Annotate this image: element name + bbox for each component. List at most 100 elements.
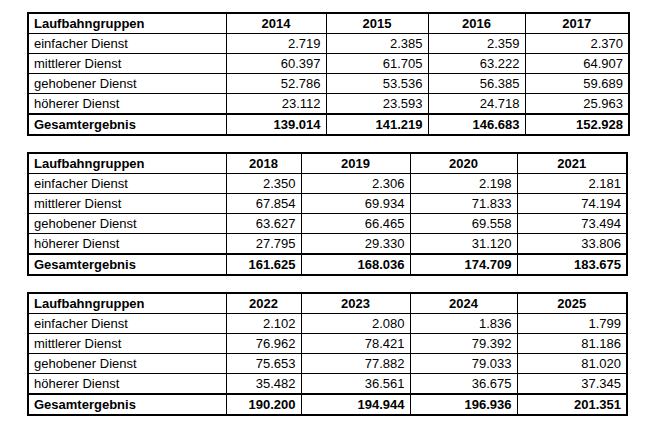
table-row: höherer Dienst 35.482 36.561 36.675 37.3… — [28, 374, 627, 395]
value-cell: 69.558 — [410, 214, 517, 234]
table-row: mittlerer Dienst 67.854 69.934 71.833 74… — [28, 194, 627, 214]
dienst-label-cell: mittlerer Dienst — [28, 54, 226, 74]
total-row: Gesamtergebnis 190.200 194.944 196.936 2… — [28, 394, 627, 415]
value-cell: 33.806 — [517, 234, 627, 255]
value-cell: 61.705 — [326, 54, 428, 74]
value-cell: 37.345 — [517, 374, 627, 395]
dienst-label-cell: einfacher Dienst — [28, 314, 226, 334]
total-row: Gesamtergebnis 139.014 141.219 146.683 1… — [28, 114, 629, 135]
value-cell: 27.795 — [226, 234, 301, 255]
laufbahngruppen-header-cell: Laufbahngruppen — [28, 293, 226, 314]
dienst-label-cell: gehobener Dienst — [28, 74, 226, 94]
dienst-label-cell: mittlerer Dienst — [28, 334, 226, 354]
year-header-cell: 2020 — [410, 153, 517, 174]
total-value-cell: 201.351 — [517, 394, 627, 415]
dienst-label-cell: einfacher Dienst — [28, 174, 226, 194]
table-row: mittlerer Dienst 76.962 78.421 79.392 81… — [28, 334, 627, 354]
value-cell: 1.799 — [517, 314, 627, 334]
year-header-cell: 2015 — [326, 13, 428, 34]
total-value-cell: 152.928 — [525, 114, 629, 135]
value-cell: 75.653 — [226, 354, 301, 374]
table-row: gehobener Dienst 75.653 77.882 79.033 81… — [28, 354, 627, 374]
dienst-label-cell: höherer Dienst — [28, 94, 226, 115]
value-cell: 2.359 — [428, 34, 525, 54]
dienst-label-cell: höherer Dienst — [28, 374, 226, 395]
value-cell: 73.494 — [517, 214, 627, 234]
gesamtergebnis-label-cell: Gesamtergebnis — [28, 394, 226, 415]
table-row: höherer Dienst 23.112 23.593 24.718 25.9… — [28, 94, 629, 115]
value-cell: 69.934 — [301, 194, 410, 214]
value-cell: 2.198 — [410, 174, 517, 194]
value-cell: 2.181 — [517, 174, 627, 194]
year-header-cell: 2024 — [410, 293, 517, 314]
value-cell: 36.675 — [410, 374, 517, 395]
value-cell: 53.536 — [326, 74, 428, 94]
total-value-cell: 168.036 — [301, 254, 410, 275]
value-cell: 31.120 — [410, 234, 517, 255]
year-header-cell: 2016 — [428, 13, 525, 34]
value-cell: 77.882 — [301, 354, 410, 374]
value-cell: 2.080 — [301, 314, 410, 334]
laufbahngruppen-table-2018-2021: Laufbahngruppen 2018 2019 2020 2021 einf… — [27, 152, 628, 276]
value-cell: 60.397 — [226, 54, 326, 74]
value-cell: 56.385 — [428, 74, 525, 94]
dienst-label-cell: gehobener Dienst — [28, 214, 226, 234]
total-row: Gesamtergebnis 161.625 168.036 174.709 1… — [28, 254, 627, 275]
value-cell: 2.350 — [226, 174, 301, 194]
gesamtergebnis-label-cell: Gesamtergebnis — [28, 254, 226, 275]
value-cell: 63.222 — [428, 54, 525, 74]
value-cell: 23.593 — [326, 94, 428, 115]
table-row: mittlerer Dienst 60.397 61.705 63.222 64… — [28, 54, 629, 74]
total-value-cell: 139.014 — [226, 114, 326, 135]
year-header-cell: 2017 — [525, 13, 629, 34]
value-cell: 29.330 — [301, 234, 410, 255]
total-value-cell: 146.683 — [428, 114, 525, 135]
document-page: Laufbahngruppen 2014 2015 2016 2017 einf… — [0, 0, 646, 416]
value-cell: 52.786 — [226, 74, 326, 94]
value-cell: 2.385 — [326, 34, 428, 54]
value-cell: 24.718 — [428, 94, 525, 115]
value-cell: 2.306 — [301, 174, 410, 194]
dienst-label-cell: einfacher Dienst — [28, 34, 226, 54]
laufbahngruppen-header-cell: Laufbahngruppen — [28, 13, 226, 34]
value-cell: 23.112 — [226, 94, 326, 115]
value-cell: 2.370 — [525, 34, 629, 54]
value-cell: 78.421 — [301, 334, 410, 354]
total-value-cell: 196.936 — [410, 394, 517, 415]
dienst-label-cell: gehobener Dienst — [28, 354, 226, 374]
laufbahngruppen-table-2022-2025: Laufbahngruppen 2022 2023 2024 2025 einf… — [27, 292, 628, 416]
dienst-label-cell: höherer Dienst — [28, 234, 226, 255]
table-row: höherer Dienst 27.795 29.330 31.120 33.8… — [28, 234, 627, 255]
table-row: einfacher Dienst 2.719 2.385 2.359 2.370 — [28, 34, 629, 54]
table-row: gehobener Dienst 63.627 66.465 69.558 73… — [28, 214, 627, 234]
total-value-cell: 183.675 — [517, 254, 627, 275]
table-row: einfacher Dienst 2.350 2.306 2.198 2.181 — [28, 174, 627, 194]
total-value-cell: 141.219 — [326, 114, 428, 135]
value-cell: 71.833 — [410, 194, 517, 214]
year-header-cell: 2021 — [517, 153, 627, 174]
value-cell: 2.719 — [226, 34, 326, 54]
value-cell: 25.963 — [525, 94, 629, 115]
value-cell: 76.962 — [226, 334, 301, 354]
value-cell: 81.020 — [517, 354, 627, 374]
dienst-label-cell: mittlerer Dienst — [28, 194, 226, 214]
year-header-cell: 2014 — [226, 13, 326, 34]
value-cell: 1.836 — [410, 314, 517, 334]
year-header-cell: 2019 — [301, 153, 410, 174]
value-cell: 59.689 — [525, 74, 629, 94]
year-header-cell: 2018 — [226, 153, 301, 174]
total-value-cell: 194.944 — [301, 394, 410, 415]
gesamtergebnis-label-cell: Gesamtergebnis — [28, 114, 226, 135]
value-cell: 64.907 — [525, 54, 629, 74]
year-header-cell: 2023 — [301, 293, 410, 314]
table-row: einfacher Dienst 2.102 2.080 1.836 1.799 — [28, 314, 627, 334]
laufbahngruppen-table-2014-2017: Laufbahngruppen 2014 2015 2016 2017 einf… — [27, 12, 630, 136]
total-value-cell: 161.625 — [226, 254, 301, 275]
year-header-cell: 2022 — [226, 293, 301, 314]
value-cell: 66.465 — [301, 214, 410, 234]
value-cell: 79.033 — [410, 354, 517, 374]
value-cell: 67.854 — [226, 194, 301, 214]
value-cell: 35.482 — [226, 374, 301, 395]
value-cell: 79.392 — [410, 334, 517, 354]
total-value-cell: 174.709 — [410, 254, 517, 275]
